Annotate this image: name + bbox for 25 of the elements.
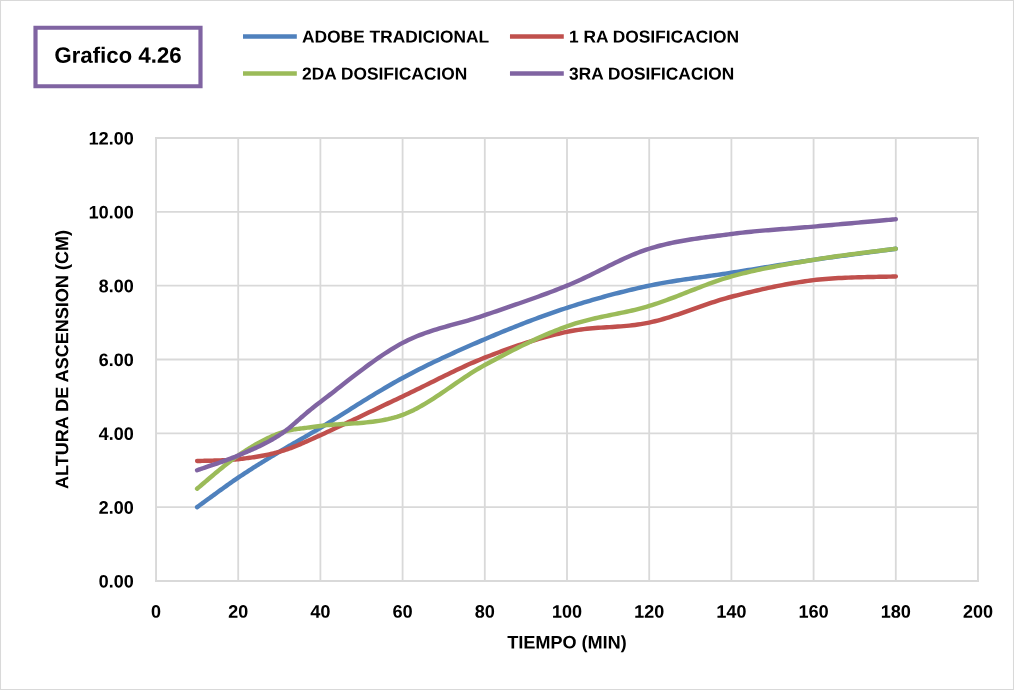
- x-tick-label: 80: [475, 605, 495, 618]
- y-tick-label: 12.00: [89, 131, 134, 145]
- y-tick-label: 6.00: [99, 353, 134, 367]
- legend-label: ADOBE TRADICIONAL: [302, 30, 489, 43]
- x-axis-title: TIEMPO (MIN): [507, 635, 626, 653]
- chart-title: Grafico 4.26: [55, 46, 181, 63]
- x-tick-label: 0: [151, 605, 161, 618]
- legend-label: 1 RA DOSIFICACION: [570, 30, 738, 43]
- y-tick-label: 10.00: [89, 205, 134, 219]
- x-tick-label: 140: [717, 605, 746, 618]
- x-tick-label: 180: [881, 605, 911, 618]
- x-tick-label: 100: [553, 605, 582, 618]
- x-tick-label: 160: [799, 605, 828, 618]
- legend-label: 3RA DOSIFICACION: [569, 67, 734, 80]
- x-tick-label: 200: [963, 605, 993, 618]
- y-tick-label: 8.00: [99, 279, 134, 293]
- y-tick-label: 2.00: [99, 501, 134, 514]
- x-tick-label: 60: [393, 605, 412, 618]
- y-axis-title: ALTURA DE ASCENSION (CM): [55, 230, 72, 489]
- x-tick-label: 20: [228, 605, 248, 618]
- y-tick-label: 0.00: [99, 574, 134, 588]
- y-tick-label: 4.00: [98, 427, 134, 441]
- x-tick-label: 40: [310, 605, 330, 618]
- legend-label: 2DA DOSIFICACION: [302, 67, 467, 80]
- x-tick-label: 120: [635, 605, 664, 618]
